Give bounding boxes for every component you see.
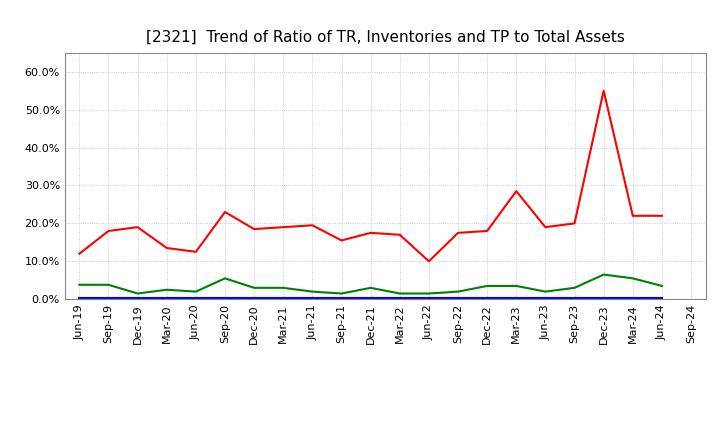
Trade Payables xyxy=(395,291,404,296)
Trade Payables xyxy=(629,276,637,281)
Trade Payables xyxy=(220,276,229,281)
Trade Receivables xyxy=(454,230,462,235)
Trade Payables xyxy=(163,287,171,292)
Trade Payables xyxy=(337,291,346,296)
Title: [2321]  Trend of Ratio of TR, Inventories and TP to Total Assets: [2321] Trend of Ratio of TR, Inventories… xyxy=(145,29,625,45)
Trade Receivables xyxy=(512,188,521,194)
Inventories xyxy=(512,295,521,301)
Trade Payables xyxy=(425,291,433,296)
Inventories xyxy=(599,295,608,301)
Inventories xyxy=(395,295,404,301)
Trade Payables xyxy=(512,283,521,289)
Inventories xyxy=(366,295,375,301)
Inventories xyxy=(163,295,171,301)
Line: Trade Receivables: Trade Receivables xyxy=(79,91,662,261)
Inventories xyxy=(279,295,287,301)
Trade Payables xyxy=(483,283,492,289)
Trade Receivables xyxy=(279,224,287,230)
Line: Trade Payables: Trade Payables xyxy=(79,275,662,293)
Inventories xyxy=(629,295,637,301)
Trade Payables xyxy=(133,291,142,296)
Trade Payables xyxy=(308,289,317,294)
Inventories xyxy=(192,295,200,301)
Trade Receivables xyxy=(599,88,608,93)
Inventories xyxy=(104,295,113,301)
Trade Receivables xyxy=(395,232,404,238)
Inventories xyxy=(454,295,462,301)
Inventories xyxy=(250,295,258,301)
Trade Payables xyxy=(599,272,608,277)
Trade Payables xyxy=(454,289,462,294)
Inventories xyxy=(308,295,317,301)
Trade Receivables xyxy=(133,224,142,230)
Inventories xyxy=(75,295,84,301)
Trade Receivables xyxy=(483,228,492,234)
Trade Payables xyxy=(541,289,550,294)
Trade Receivables xyxy=(657,213,666,218)
Inventories xyxy=(220,295,229,301)
Trade Payables xyxy=(250,285,258,290)
Trade Receivables xyxy=(75,251,84,257)
Inventories xyxy=(133,295,142,301)
Trade Receivables xyxy=(163,246,171,251)
Inventories xyxy=(425,295,433,301)
Inventories xyxy=(570,295,579,301)
Trade Receivables xyxy=(308,223,317,228)
Inventories xyxy=(541,295,550,301)
Inventories xyxy=(483,295,492,301)
Trade Payables xyxy=(104,282,113,287)
Trade Receivables xyxy=(425,259,433,264)
Trade Receivables xyxy=(541,224,550,230)
Trade Receivables xyxy=(337,238,346,243)
Trade Payables xyxy=(657,283,666,289)
Inventories xyxy=(657,295,666,301)
Trade Payables xyxy=(192,289,200,294)
Trade Payables xyxy=(279,285,287,290)
Trade Receivables xyxy=(570,221,579,226)
Inventories xyxy=(337,295,346,301)
Trade Receivables xyxy=(220,209,229,215)
Trade Receivables xyxy=(250,227,258,232)
Trade Receivables xyxy=(192,249,200,254)
Trade Receivables xyxy=(104,228,113,234)
Trade Receivables xyxy=(366,230,375,235)
Trade Payables xyxy=(366,285,375,290)
Trade Payables xyxy=(75,282,84,287)
Trade Payables xyxy=(570,285,579,290)
Trade Receivables xyxy=(629,213,637,218)
